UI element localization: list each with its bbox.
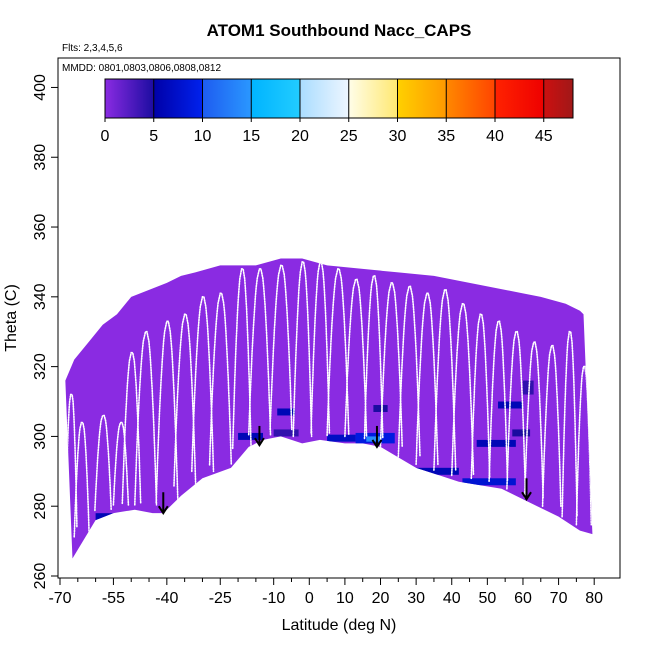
profile-trace xyxy=(470,313,491,480)
x-tick-label: 50 xyxy=(478,590,496,607)
x-tick-label: 40 xyxy=(443,590,461,607)
dates-annotation: MMDD: 0801,0803,0806,0808,0812 xyxy=(62,63,221,74)
colorbar-tick-label: 20 xyxy=(291,128,309,145)
colorbar-segment xyxy=(202,79,252,118)
enhanced-region xyxy=(476,439,516,447)
enhanced-region xyxy=(522,380,534,395)
chart-title: ATOM1 Southbound Nacc_CAPS xyxy=(207,21,472,40)
profile-trace xyxy=(112,421,130,506)
y-tick-label: 320 xyxy=(32,353,49,380)
colorbar-segment xyxy=(251,79,301,118)
x-tick-label: 60 xyxy=(514,590,532,607)
colorbar-tick-label: 15 xyxy=(242,128,260,145)
colorbar-segment xyxy=(446,79,496,118)
x-tick-label: -10 xyxy=(262,590,285,607)
colorbar-segment xyxy=(495,79,545,118)
profile-trace xyxy=(450,303,475,477)
colorbar-segment xyxy=(105,79,155,118)
plot-frame xyxy=(57,57,621,579)
colorbar-segment xyxy=(397,79,447,118)
enhanced-region xyxy=(366,436,381,442)
profile-trace xyxy=(247,268,272,436)
profile-trace xyxy=(488,320,509,482)
colorbar: 0 5 10 15 20 25 30 35 40 45 xyxy=(101,78,574,145)
enhanced-region xyxy=(273,429,299,437)
colorbar-tick-label: 35 xyxy=(437,128,455,145)
colorbar-tick-label: 0 xyxy=(101,128,110,145)
enhanced-region xyxy=(373,405,388,412)
enhanced-region xyxy=(327,434,356,442)
profile-trace xyxy=(561,330,578,518)
flights-annotation: Flts: 2,3,4,5,6 xyxy=(62,43,123,54)
colorbar-segment xyxy=(543,79,574,118)
x-axis-label: Latitude (deg N) xyxy=(282,617,397,634)
x-tick-label: 10 xyxy=(336,590,354,607)
x-tick-label: -55 xyxy=(102,590,125,607)
profile-trace xyxy=(541,344,562,507)
enhanced-region xyxy=(95,513,132,521)
profile-trace xyxy=(344,278,368,438)
y-tick-label: 300 xyxy=(32,423,49,450)
profile-trace xyxy=(292,261,313,438)
enhanced-region xyxy=(416,467,459,475)
y-tick-label: 340 xyxy=(32,283,49,310)
y-axis: 260 280 300 320 340 360 380 400 xyxy=(32,74,58,589)
enhanced-region xyxy=(512,429,531,437)
colorbar-segment xyxy=(348,79,398,118)
colorbar-tick-label: 30 xyxy=(389,128,407,145)
arrow-marker xyxy=(254,425,265,447)
colorbar-segment xyxy=(300,79,350,118)
profile-trace xyxy=(231,268,252,450)
profile-trace xyxy=(134,330,158,506)
colorbar-tick-label: 40 xyxy=(486,128,504,145)
x-tick-label: 0 xyxy=(305,590,314,607)
y-tick-label: 280 xyxy=(32,493,49,520)
x-tick-label: -40 xyxy=(155,590,178,607)
colorbar-tick-label: 5 xyxy=(149,128,158,145)
colorbar-segment xyxy=(153,79,203,118)
profile-trace xyxy=(73,421,90,538)
x-tick-label: 70 xyxy=(550,590,568,607)
y-axis-label: Theta (C) xyxy=(3,284,20,352)
colorbar-tick-label: 10 xyxy=(194,128,212,145)
arrow-marker xyxy=(521,478,532,502)
x-tick-label: 80 xyxy=(585,590,603,607)
profile-traces xyxy=(65,261,593,538)
profile-trace xyxy=(363,275,384,440)
profile-trace xyxy=(94,414,112,512)
x-tick-label: 30 xyxy=(407,590,425,607)
y-tick-label: 400 xyxy=(32,74,49,101)
profile-trace xyxy=(506,330,527,490)
enhanced-region xyxy=(277,408,296,416)
x-axis: -70 -55 -40 -25 -10 0 10 20 30 40 50 60 70 80 xyxy=(48,578,603,607)
profile-trace xyxy=(523,341,544,499)
y-tick-label: 260 xyxy=(32,563,49,590)
y-tick-label: 360 xyxy=(32,214,49,241)
arrow-marker xyxy=(371,425,383,449)
colorbar-tick-label: 25 xyxy=(340,128,358,145)
arrow-marker xyxy=(157,492,169,516)
y-tick-label: 380 xyxy=(32,144,49,171)
x-tick-label: -25 xyxy=(209,590,232,607)
colorbar-tick-label: 45 xyxy=(535,128,553,145)
x-tick-label: 20 xyxy=(372,590,390,607)
profile-trace xyxy=(433,289,457,471)
arrow-markers xyxy=(157,425,532,516)
profile-trace xyxy=(269,264,293,431)
profile-trace xyxy=(208,292,233,466)
x-tick-label: -70 xyxy=(48,590,71,607)
profile-trace xyxy=(121,351,142,505)
